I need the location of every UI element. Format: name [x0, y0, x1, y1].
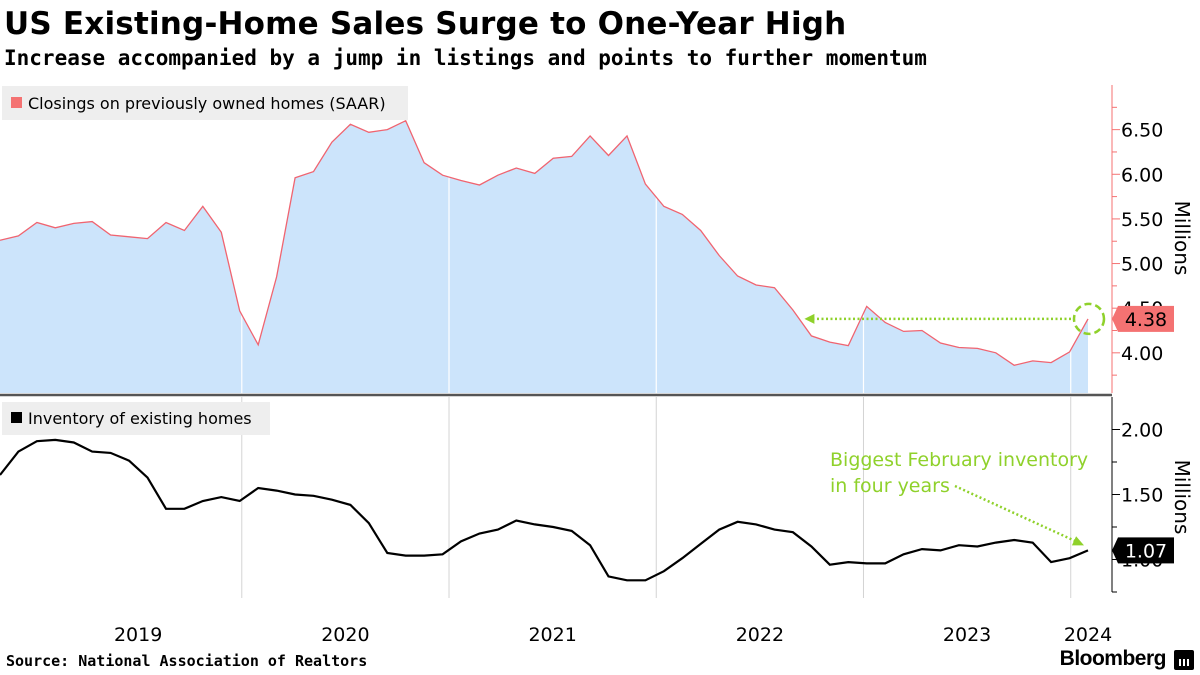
sales-y-tick-label-0: 4.00: [1121, 343, 1163, 365]
inventory-last-value: 1.07: [1112, 537, 1174, 564]
bloomberg-terminal-icon: [1174, 650, 1194, 670]
sales-last-value-pointer: [1112, 305, 1118, 332]
sales-last-value-box: [1118, 305, 1174, 332]
inventory-legend-swatch: [11, 412, 22, 423]
sales-legend-box: [2, 86, 408, 120]
inventory-y-tick-label-2: 2.00: [1121, 420, 1163, 442]
inventory-year-gridlines: [241, 397, 1072, 598]
inventory-legend-label: Inventory of existing homes: [28, 409, 252, 428]
inventory-annotation-line-1: Biggest February inventory: [830, 449, 1088, 471]
inventory-y-ticks: 1.001.502.00: [1112, 420, 1163, 593]
sales-annotation: [804, 302, 1106, 336]
x-axis-label-2024: 2024: [1064, 624, 1112, 646]
sales-y-tick-label-2: 5.00: [1121, 254, 1163, 276]
inventory-last-value-label: 1.07: [1125, 540, 1167, 562]
x-axis-label-2023: 2023: [943, 624, 991, 646]
inventory-legend: Inventory of existing homes: [2, 402, 270, 435]
bloomberg-logo: Bloomberg: [1059, 647, 1167, 670]
inventory-last-value-pointer: [1112, 537, 1118, 564]
sales-y-axis-title: Millions: [1170, 201, 1194, 276]
sales-highlight-circle: [1072, 302, 1106, 336]
x-axis-label-2019: 2019: [114, 624, 162, 646]
sales-area: [0, 120, 1088, 393]
inventory-annotation-arrowhead: [1071, 536, 1084, 546]
sales-y-ticks: 4.004.505.005.506.006.50: [1112, 106, 1163, 376]
inventory-annotation-line-2: in four years: [830, 475, 950, 497]
x-axis-label-2022: 2022: [736, 624, 784, 646]
sales-legend-swatch: [11, 97, 22, 108]
sales-last-value: 4.38: [1112, 305, 1174, 332]
inventory-series-line: [0, 438, 1089, 582]
x-axis-label-2021: 2021: [528, 624, 576, 646]
inventory-annotation-arrow-line: [954, 484, 1077, 543]
sales-y-tick-label-4: 6.00: [1121, 164, 1163, 186]
x-axis-label-2020: 2020: [321, 624, 369, 646]
chart-title: US Existing-Home Sales Surge to One-Year…: [4, 6, 847, 42]
inventory-y-axis-title: Millions: [1170, 460, 1194, 535]
sales-series-line: [0, 119, 1089, 366]
source-note: Source: National Association of Realtors: [6, 652, 368, 670]
sales-legend: Closings on previously owned homes (SAAR…: [2, 86, 408, 120]
chart-subtitle: Increase accompanied by a jump in listin…: [4, 46, 927, 70]
inventory-legend-box: [2, 402, 270, 435]
sales-panel: 4.004.505.005.506.006.50 Closings on pre…: [0, 85, 1194, 393]
sales-year-gridlines: [241, 85, 1072, 393]
x-axis-labels: 2019 2020 2021 2022 2023 2024: [114, 624, 1112, 646]
sales-y-tick-label-3: 5.50: [1121, 209, 1163, 231]
sales-y-tick-label-5: 6.50: [1121, 120, 1163, 142]
inventory-last-value-box: [1118, 537, 1174, 564]
sales-annotation-arrowhead: [804, 313, 815, 324]
inventory-annotation: Biggest February inventory in four years: [830, 449, 1088, 546]
sales-last-value-label: 4.38: [1125, 309, 1167, 331]
sales-legend-label: Closings on previously owned homes (SAAR…: [28, 94, 386, 113]
inventory-y-tick-label-1: 1.50: [1121, 485, 1163, 507]
inventory-panel: 1.001.502.00 Inventory of existing homes…: [0, 397, 1194, 598]
